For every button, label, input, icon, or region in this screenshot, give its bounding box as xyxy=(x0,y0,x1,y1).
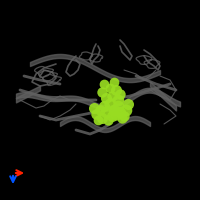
Point xyxy=(110,94,114,98)
Point xyxy=(100,90,104,94)
Point xyxy=(92,106,96,110)
Point xyxy=(102,82,106,86)
Point xyxy=(102,104,106,108)
Point xyxy=(126,102,130,106)
Point xyxy=(114,88,118,92)
Point xyxy=(118,92,122,96)
Point xyxy=(104,110,108,114)
Point xyxy=(100,116,104,120)
Point xyxy=(112,80,116,84)
Point xyxy=(110,114,114,118)
Point xyxy=(124,108,128,112)
Point xyxy=(122,114,126,118)
Point xyxy=(108,102,112,106)
Point xyxy=(116,98,120,102)
Point xyxy=(120,116,124,120)
Point xyxy=(104,96,108,100)
Point xyxy=(106,118,110,122)
Point xyxy=(112,108,116,112)
Point xyxy=(116,104,120,108)
Point xyxy=(98,108,102,112)
Point xyxy=(96,118,100,122)
Point xyxy=(108,86,112,90)
Point xyxy=(114,112,118,116)
Point xyxy=(118,110,122,114)
Point xyxy=(94,112,98,116)
